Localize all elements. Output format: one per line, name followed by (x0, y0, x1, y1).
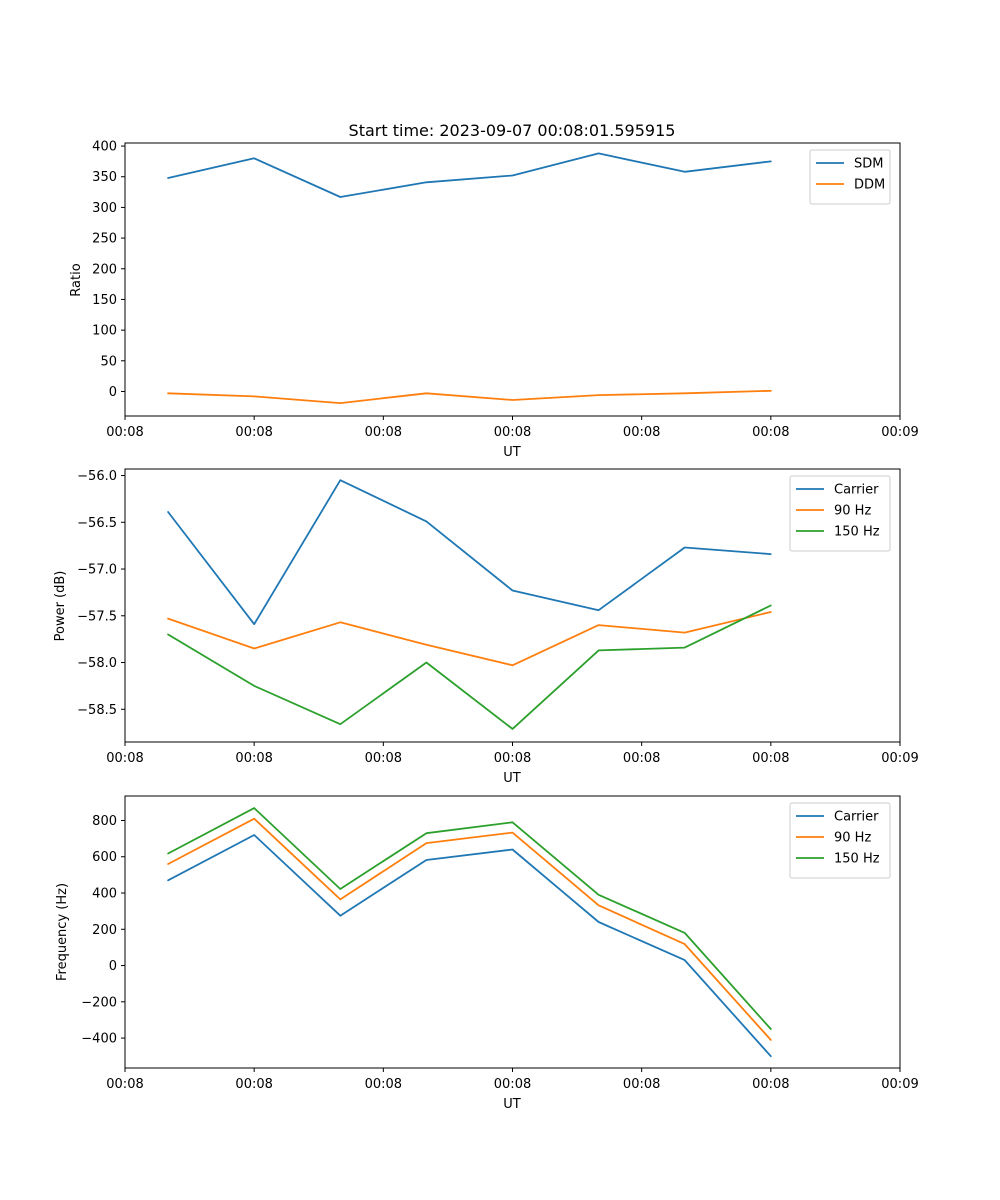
y-tick-label: −200 (81, 995, 117, 1010)
x-tick-label: 00:08 (623, 425, 660, 440)
y-tick-label: 400 (92, 887, 117, 902)
x-tick-label: 00:08 (752, 751, 789, 766)
legend-label-90-hz: 90 Hz (834, 831, 871, 846)
legend: Carrier 90 Hz 150 Hz (789, 475, 891, 552)
power-panel: UT Power (dB) 00:08 00:08 00:08 00:08 00:08 0… (53, 468, 919, 786)
x-tick-label: 00:08 (106, 751, 143, 766)
y-tick-label: 0 (109, 959, 117, 974)
x-tick-label: 00:08 (752, 425, 789, 440)
x-tick-label: 00:09 (881, 425, 918, 440)
series-line-90-hz (167, 611, 772, 667)
legend-box (789, 802, 891, 879)
x-tick-label: 00:08 (494, 1077, 531, 1092)
legend-label-150-hz: 150 Hz (834, 525, 880, 540)
legend-label-ddm: DDM (854, 178, 885, 193)
legend-label-sdm: SDM (854, 157, 883, 172)
y-tick-label: 350 (92, 170, 117, 185)
legend-label-carrier: Carrier (834, 483, 879, 498)
series-line-carrier (167, 834, 772, 1058)
y-tick-label: −57.0 (77, 563, 117, 578)
x-tick-label: 00:08 (106, 425, 143, 440)
y-tick-label: 200 (92, 923, 117, 938)
y-tick-label: 400 (92, 140, 117, 155)
y-tick-label: 800 (92, 814, 117, 829)
x-tick-label: 00:09 (881, 751, 918, 766)
y-tick-label: −56.0 (77, 469, 117, 484)
y-tick-label: 0 (109, 385, 117, 400)
y-tick-label: −58.5 (77, 703, 117, 718)
y-axis-label: Frequency (Hz) (55, 883, 70, 981)
y-axis-label: Power (dB) (53, 571, 68, 642)
y-tick-label: 200 (92, 262, 117, 277)
x-tick-label: 00:08 (235, 1077, 272, 1092)
x-tick-label: 00:08 (106, 1077, 143, 1092)
x-tick-label: 00:08 (752, 1077, 789, 1092)
legend-box (789, 475, 891, 552)
legend-label-carrier: Carrier (834, 810, 879, 825)
x-tick-label: 00:08 (494, 751, 531, 766)
x-tick-label: 00:08 (365, 751, 402, 766)
series-line-150-hz (167, 604, 772, 730)
x-axis-label: UT (503, 445, 521, 460)
y-tick-label: 250 (92, 232, 117, 247)
y-tick-label: 50 (100, 354, 117, 369)
y-tick-label: 100 (92, 324, 117, 339)
y-tick-label: 600 (92, 850, 117, 865)
y-tick-label: −400 (81, 1032, 117, 1047)
x-tick-label: 00:08 (623, 1077, 660, 1092)
y-tick-label: 300 (92, 201, 117, 216)
y-tick-label: 150 (92, 293, 117, 308)
frequency-panel: UT Frequency (Hz) 00:08 00:08 00:08 00:08 00… (55, 795, 919, 1112)
x-axis-label: UT (503, 1097, 521, 1112)
legend-label-150-hz: 150 Hz (834, 852, 880, 867)
x-tick-label: 00:08 (365, 1077, 402, 1092)
legend: SDM DDM (809, 149, 891, 205)
ratio-panel: Start time: 2023-09-07 00:08:01.595915 U… (69, 121, 919, 460)
y-tick-label: −58.0 (77, 656, 117, 671)
y-tick-label: −57.5 (77, 609, 117, 624)
series-line-90-hz (167, 817, 772, 1041)
x-tick-label: 00:08 (365, 425, 402, 440)
x-tick-label: 00:08 (235, 425, 272, 440)
legend-label-90-hz: 90 Hz (834, 504, 871, 519)
x-axis-label: UT (503, 771, 521, 786)
legend: Carrier 90 Hz 150 Hz (789, 802, 891, 879)
series-line-sdm (167, 152, 772, 198)
x-tick-label: 00:08 (494, 425, 531, 440)
y-tick-label: −56.5 (77, 516, 117, 531)
series-line-ddm (167, 389, 772, 405)
series-line-150-hz (167, 807, 772, 1030)
chart-title: Start time: 2023-09-07 00:08:01.595915 (349, 121, 676, 140)
series-line-carrier (167, 479, 772, 626)
x-tick-label: 00:08 (235, 751, 272, 766)
y-axis-label: Ratio (69, 263, 84, 296)
x-tick-label: 00:09 (881, 1077, 918, 1092)
x-tick-label: 00:08 (623, 751, 660, 766)
